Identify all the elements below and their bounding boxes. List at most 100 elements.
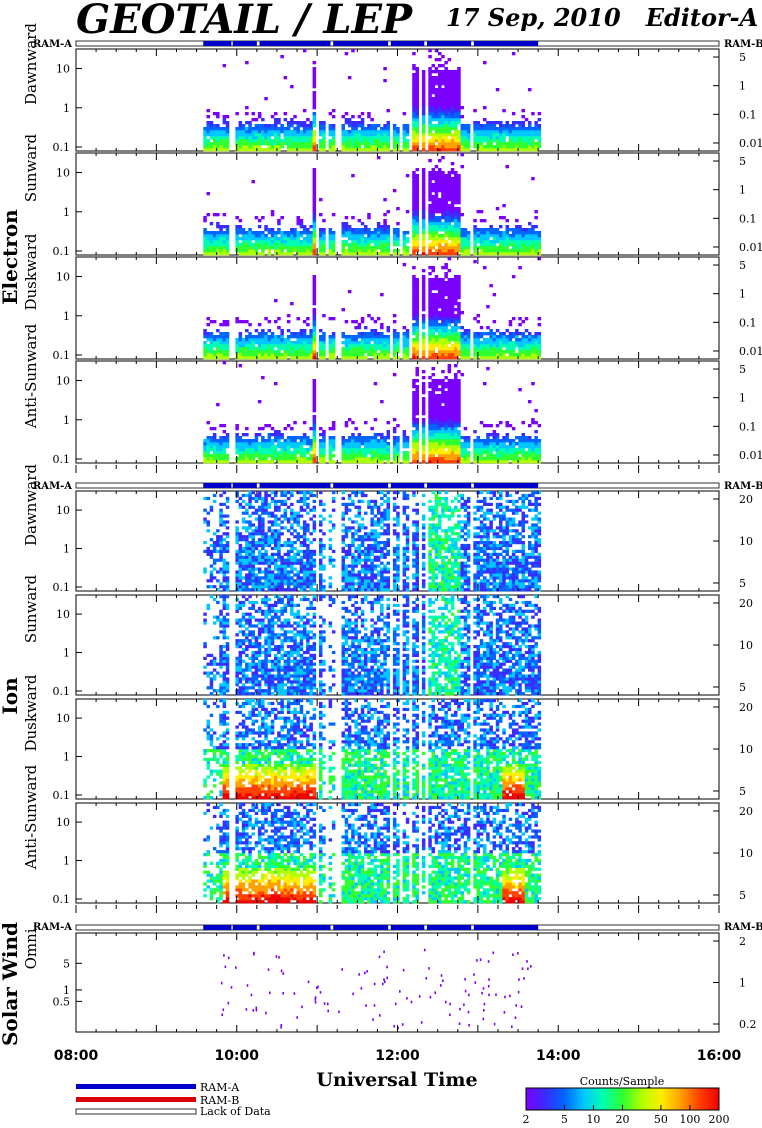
spectrogram-cell: [257, 234, 262, 238]
spectrogram-cell: [447, 388, 452, 392]
spectrogram-cell: [331, 350, 336, 354]
spectrogram-cell: [428, 311, 432, 315]
spectrogram-cell: [441, 305, 445, 309]
spectrogram-cell: [380, 237, 384, 241]
spectrogram-cell: [235, 139, 239, 143]
spectrogram-cell: [360, 353, 365, 357]
spectrogram-cell: [302, 451, 307, 455]
spectrogram-cell: [257, 451, 262, 455]
spectrogram-cell: [444, 338, 448, 342]
spectrogram-cell: [286, 442, 291, 446]
spectrogram-cell: [209, 564, 214, 568]
spectrogram-cell: [438, 130, 442, 134]
spectrogram-cell: [438, 106, 442, 110]
spectrogram-cell: [203, 243, 207, 247]
spectrogram-cell: [434, 382, 439, 386]
spectrogram-cell: [466, 347, 471, 351]
spectrogram-cell: [293, 240, 297, 244]
spectrogram-cell: [364, 139, 368, 143]
spectrogram-cell: [499, 139, 503, 143]
spectrogram-cell: [412, 142, 416, 146]
spectrogram-cell: [434, 317, 439, 321]
spectrogram-cell: [441, 249, 445, 253]
spectrogram-cell: [392, 329, 397, 333]
spectrogram-cell: [479, 124, 484, 128]
spectrogram-cell: [373, 243, 378, 247]
spectrogram-cell: [524, 127, 529, 131]
spectrogram-cell: [528, 234, 532, 238]
spectrogram-cell: [299, 243, 304, 247]
spectrogram-cell: [341, 246, 345, 250]
spectrogram-cell: [309, 225, 313, 229]
spectrogram-cell: [492, 127, 497, 131]
spectrogram-cell: [450, 308, 455, 312]
spectrogram-cell: [257, 347, 262, 351]
spectrogram-cell: [505, 424, 509, 428]
spectrogram-cell: [277, 344, 281, 348]
spectrogram-cell: [457, 142, 461, 146]
spectrogram-cell: [528, 231, 532, 235]
spectrogram-cell: [457, 222, 461, 226]
spectrogram-cell: [495, 338, 500, 342]
spectrogram-cell: [302, 231, 307, 235]
spectrogram-cell: [248, 145, 252, 149]
spectrogram-cell: [434, 145, 439, 149]
spectrogram-cell: [238, 448, 243, 452]
spectrogram-cell: [264, 341, 268, 345]
spectrogram-cell: [212, 148, 217, 152]
spectrogram-cell: [515, 341, 519, 345]
spectrogram-cell: [322, 353, 326, 357]
spectrogram-cell: [248, 133, 252, 137]
spectrogram-cell: [267, 460, 272, 464]
spectrogram-cell: [441, 293, 445, 297]
spectrogram-cell: [492, 133, 497, 137]
spectrogram-cell: [257, 323, 262, 327]
spectrogram-cell: [219, 130, 223, 134]
spectrogram-cell: [222, 142, 227, 146]
spectrogram-cell: [524, 133, 529, 137]
spectrogram-cell: [479, 234, 484, 238]
spectrogram-cell: [312, 311, 317, 315]
spectrogram-cell: [209, 439, 214, 443]
spectrogram-cell: [261, 139, 265, 143]
spectrogram-cell: [454, 213, 458, 217]
spectrogram-cell: [216, 460, 220, 464]
spectrogram-cell: [277, 460, 281, 464]
spectrogram-cell: [290, 460, 294, 464]
spectrogram-cell: [412, 344, 416, 348]
spectrogram-cell: [511, 439, 516, 443]
spectrogram-cell: [347, 121, 352, 125]
spectrogram-cell: [380, 148, 384, 152]
spectrogram-cell: [457, 139, 461, 143]
spectrogram-cell: [434, 442, 439, 446]
spectrogram-cell: [222, 457, 227, 461]
spectrogram-cell: [518, 338, 522, 342]
spectrogram-cell: [216, 529, 220, 533]
spectrogram-cell: [518, 139, 522, 143]
spectrogram-cell: [434, 460, 439, 464]
spectrogram-cell: [421, 97, 426, 101]
spectrogram-cell: [380, 445, 384, 449]
spectrogram-cell: [447, 338, 452, 342]
spectrogram-cell: [351, 124, 355, 128]
spectrogram-cell: [450, 293, 455, 297]
spectrogram-cell: [438, 329, 442, 333]
spectrogram-cell: [450, 296, 455, 300]
spectrogram-cell: [235, 344, 239, 348]
spectrogram-cell: [438, 171, 442, 175]
spectrogram-cell: [306, 133, 310, 137]
spectrogram-cell: [528, 451, 532, 455]
spectrogram-cell: [402, 439, 407, 443]
spectrogram-cell: [296, 246, 300, 250]
spectrogram-cell: [357, 454, 362, 458]
spectrogram-cell: [360, 249, 365, 253]
spectrogram-cell: [431, 430, 435, 434]
spectrogram-cell: [434, 165, 439, 169]
spectrogram-cell: [306, 145, 310, 149]
spectrogram-cell: [386, 344, 390, 348]
spectrogram-cell: [312, 350, 317, 354]
spectrogram-cell: [441, 284, 445, 288]
spectrogram-cell: [447, 314, 452, 318]
spectrogram-cell: [454, 412, 458, 416]
spectrogram-cell: [290, 344, 294, 348]
